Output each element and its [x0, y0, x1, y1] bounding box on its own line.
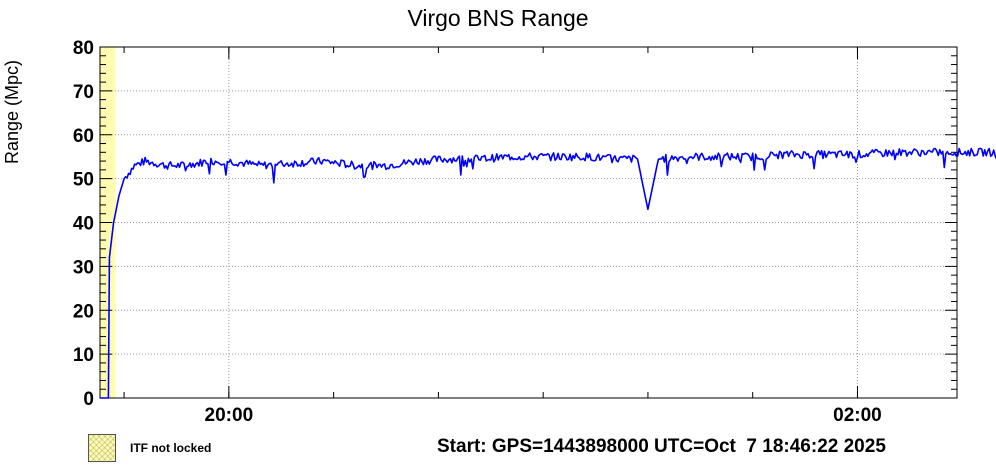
y-tick-label: 60 — [73, 126, 94, 147]
y-tick-label: 20 — [73, 301, 94, 322]
chart-title: Virgo BNS Range — [407, 5, 588, 31]
y-tick-label: 0 — [83, 389, 94, 410]
series-line — [100, 147, 996, 399]
y-tick-label: 40 — [73, 214, 94, 235]
y-tick-label: 70 — [73, 82, 94, 103]
x-tick-label: 02:00 — [833, 405, 882, 426]
y-tick-label: 50 — [73, 170, 94, 191]
legend-swatch-not-locked — [88, 434, 116, 462]
start-time-label: Start: GPS=1443898000 UTC=Oct 7 18:46:22… — [437, 436, 886, 457]
y-tick-label: 10 — [73, 345, 94, 366]
x-tick-label: 20:00 — [205, 405, 254, 426]
y-axis-label: Range (Mpc) — [2, 60, 22, 164]
legend-label: ITF not locked — [130, 441, 212, 455]
y-tick-label: 80 — [73, 38, 94, 59]
plot-frame — [99, 46, 958, 399]
legend: ITF not locked — [88, 433, 211, 463]
y-tick-label: 30 — [73, 257, 94, 278]
